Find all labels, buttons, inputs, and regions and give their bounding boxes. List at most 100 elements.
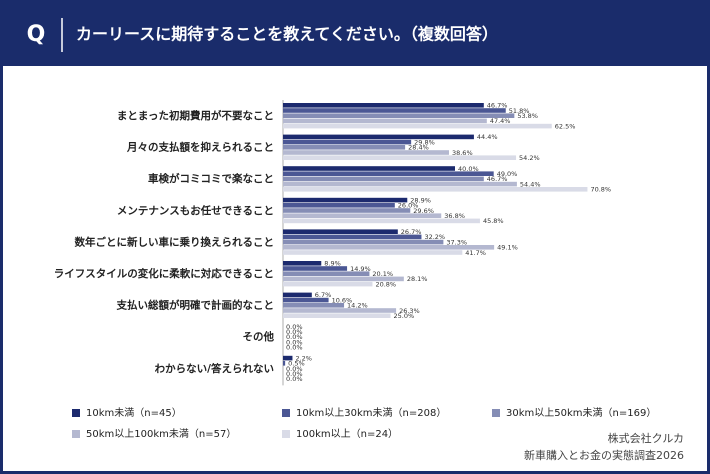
legend-label: 100km以上（n=24）: [296, 428, 398, 440]
value-label: 0.0%: [286, 375, 303, 383]
bar: [283, 292, 312, 298]
value-label: 62.5%: [555, 122, 576, 130]
value-label: 8.9%: [324, 260, 341, 268]
bar: [283, 303, 345, 308]
value-label: 26.7%: [401, 228, 422, 236]
value-label: 14.2%: [347, 302, 368, 310]
bar: [283, 203, 395, 208]
bar: [283, 361, 286, 366]
value-label: 0.0%: [286, 333, 303, 341]
value-label: 45.8%: [483, 217, 504, 225]
value-label: 54.2%: [519, 154, 540, 162]
bar: [283, 239, 444, 245]
bar: [283, 297, 329, 303]
legend-swatch: [282, 409, 290, 417]
value-label: 46.7%: [487, 102, 508, 110]
legend-label: 10km未満（n=45）: [86, 407, 182, 419]
bar: [283, 123, 552, 129]
q-mark: Q: [27, 22, 46, 47]
legend-swatch: [72, 409, 80, 417]
bar: [283, 171, 494, 176]
chart-title: カーリースに期待することを教えてください。（複数回答）: [76, 25, 498, 44]
value-label: 53.8%: [517, 112, 538, 120]
bar: [283, 266, 348, 271]
bar: [283, 218, 480, 224]
bar: [283, 155, 517, 160]
bar: [283, 197, 408, 203]
value-label: 51.8%: [509, 107, 530, 115]
value-label: 28.1%: [407, 275, 428, 283]
category-label: その他: [243, 330, 275, 343]
legend-swatch: [492, 409, 500, 417]
bar: [283, 166, 455, 171]
bar: [283, 187, 588, 192]
value-label: 0.0%: [286, 328, 303, 336]
value-label: 0.0%: [286, 365, 303, 373]
value-label: 0.0%: [286, 370, 303, 378]
value-label: 47.4%: [490, 117, 511, 125]
bar: [283, 150, 449, 155]
value-label: 36.8%: [444, 212, 465, 220]
value-label: 70.8%: [590, 186, 611, 194]
bar: [283, 313, 391, 318]
value-label: 38.6%: [452, 149, 473, 157]
value-label: 32.2%: [424, 233, 445, 241]
category-label: わからない/答えられない: [155, 362, 274, 375]
value-label: 0.0%: [286, 323, 303, 331]
bar: [283, 245, 495, 250]
category-label: メンテナンスもお任せできること: [117, 204, 274, 217]
value-label: 0.0%: [286, 338, 303, 346]
value-label: 26.0%: [398, 202, 419, 210]
value-label: 46.7%: [487, 175, 508, 183]
value-label: 20.8%: [375, 280, 396, 288]
value-label: 25.0%: [394, 312, 415, 320]
value-label: 49.0%: [497, 170, 518, 178]
value-label: 10.6%: [332, 296, 353, 304]
value-label: 40.0%: [458, 165, 479, 173]
bar: [283, 261, 322, 266]
category-label: 支払い総額が明確で計画的なこと: [116, 299, 275, 312]
legend-swatch: [72, 430, 80, 438]
value-label: 41.7%: [465, 249, 486, 257]
legend-label: 50km以上100km未満（n=57）: [86, 428, 236, 440]
value-label: 49.1%: [497, 244, 518, 252]
bar: [283, 213, 442, 218]
value-label: 2.2%: [295, 354, 312, 362]
bar: [283, 139, 412, 145]
bar: [283, 308, 397, 313]
bar: [283, 134, 474, 140]
category-label: 月々の支払額を抑えられること: [126, 141, 274, 154]
category-label: 数年ごとに新しい車に乗り換えられること: [74, 235, 275, 248]
bar: [283, 355, 293, 361]
value-label: 20.1%: [372, 270, 393, 278]
legend-label: 10km以上30km未満（n=208）: [296, 407, 446, 419]
bar: [283, 113, 515, 118]
bar: [283, 276, 404, 282]
bar: [283, 103, 484, 108]
legend-label: 30km以上50km未満（n=169）: [506, 407, 656, 419]
value-label: 0.5%: [288, 360, 305, 368]
header-band: [0, 0, 710, 66]
bar: [283, 234, 422, 240]
company: 株式会社クルカ: [608, 431, 684, 445]
bar: [283, 229, 398, 234]
survey-name: 新車購入とお金の実態調査2026: [524, 448, 684, 462]
bar: [283, 250, 463, 255]
value-label: 28.9%: [410, 196, 431, 204]
bar: [283, 108, 506, 113]
bar: [283, 145, 406, 150]
bar: [283, 271, 370, 276]
value-label: 26.3%: [399, 307, 420, 315]
value-label: 54.4%: [520, 180, 541, 188]
value-label: 6.7%: [315, 291, 332, 299]
value-label: 14.9%: [350, 265, 371, 273]
value-label: 0.0%: [286, 344, 303, 352]
bar: [283, 281, 373, 287]
value-label: 29.8%: [414, 138, 435, 146]
category-label: ライフスタイルの変化に柔軟に対応できること: [54, 267, 274, 280]
value-label: 29.6%: [413, 207, 434, 215]
legend-swatch: [282, 430, 290, 438]
bar: [283, 176, 484, 182]
value-label: 44.4%: [477, 133, 498, 141]
